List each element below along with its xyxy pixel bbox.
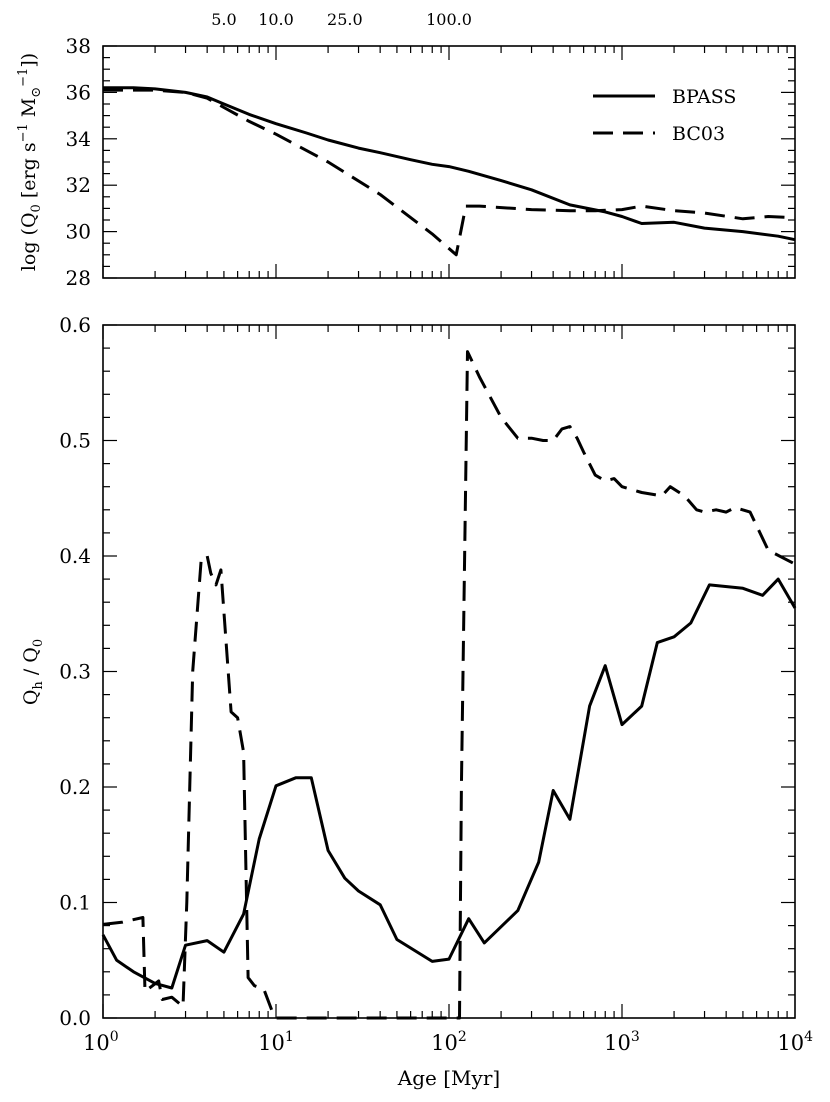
- top-axis-tick-label: 100.0: [426, 10, 472, 29]
- top-panel-y-tick-label: 36: [66, 80, 91, 104]
- bottom-panel-tick-labels: 0.0 0.1 0.2 0.3 0.4 0.5 0.6 100 101 102 103 104: [59, 313, 813, 1055]
- bottom-panel-y-tick-label: 0.3: [59, 660, 91, 684]
- bottom-panel-x-tick-label: 103: [604, 1029, 640, 1055]
- bottom-panel-x-tick-label: 101: [258, 1029, 294, 1055]
- bottom-panel-y-tick-label: 0.0: [59, 1006, 91, 1030]
- top-panel-y-tick-label: 32: [66, 173, 91, 197]
- top-panel-tick-labels: 28 30 32 34 36 38 5.0 10.0 25.0 100.0: [66, 10, 472, 290]
- bottom-panel-y-tick-label: 0.6: [59, 313, 91, 337]
- top-panel-series-bpass-line: [103, 86, 796, 242]
- bottom-panel-x-tick-label: 104: [777, 1029, 813, 1055]
- top-axis-tick-label: 5.0: [211, 10, 236, 29]
- legend: BPASS BC03: [593, 86, 736, 145]
- top-axis-tick-label: 25.0: [327, 10, 363, 29]
- bottom-panel-y-tick-label: 0.4: [59, 544, 91, 568]
- bottom-panel-x-tick-label: 100: [83, 1029, 119, 1055]
- bottom-panel-series: [101, 350, 797, 1020]
- top-panel-frame: [102, 45, 796, 279]
- bottom-panel-y-tick-label: 0.2: [59, 775, 91, 799]
- bottom-panel-series-bc03-line: [102, 350, 796, 1020]
- top-panel-y-tick-label: 30: [66, 220, 91, 244]
- bottom-panel: 0.0 0.1 0.2 0.3 0.4 0.5 0.6 100 101 102 103 104 Qh …: [20, 313, 813, 1090]
- bottom-panel-y-tick-label: 0.1: [59, 891, 91, 915]
- top-panel-series: [103, 86, 796, 257]
- bottom-panel-y-axis-label: Qh / Q0: [20, 639, 46, 705]
- top-axis-tick-label: 10.0: [258, 10, 294, 29]
- bottom-panel-ticks: [102, 324, 795, 1019]
- top-panel-y-axis-label: log (Q0 [erg s−1 M⊙−1]): [16, 53, 44, 271]
- top-panel-y-tick-label: 28: [66, 266, 91, 290]
- bottom-panel-y-tick-label: 0.5: [59, 429, 91, 453]
- top-panel: 28 30 32 34 36 38 5.0 10.0 25.0 100.0 log (Q0 [er…: [16, 10, 796, 290]
- legend-bc03-label: BC03: [672, 123, 725, 145]
- bottom-panel-series-bpass-line: [101, 577, 797, 990]
- x-axis-label: Age [Myr]: [397, 1066, 500, 1090]
- legend-bpass-label: BPASS: [672, 86, 736, 108]
- bottom-panel-frame: [102, 324, 796, 1019]
- top-panel-series-bc03-line: [103, 88, 796, 257]
- top-panel-y-tick-label: 38: [66, 34, 91, 58]
- top-panel-ticks: [102, 45, 795, 279]
- top-panel-y-tick-label: 34: [66, 127, 91, 151]
- bottom-panel-x-tick-label: 102: [431, 1029, 467, 1055]
